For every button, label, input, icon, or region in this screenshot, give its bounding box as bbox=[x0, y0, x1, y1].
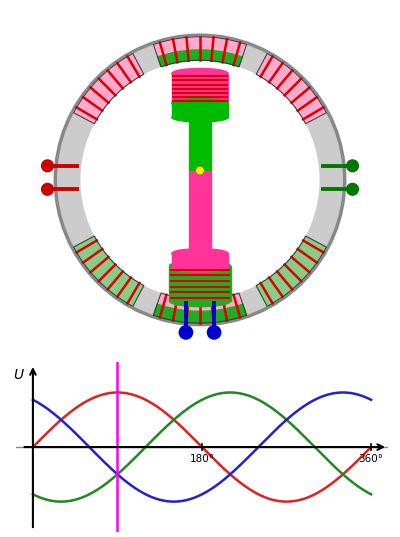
Circle shape bbox=[42, 160, 53, 172]
Bar bbox=[189, 171, 211, 258]
Polygon shape bbox=[154, 37, 246, 56]
Polygon shape bbox=[157, 48, 243, 67]
Circle shape bbox=[196, 166, 204, 175]
Circle shape bbox=[347, 184, 358, 195]
Polygon shape bbox=[262, 242, 326, 306]
Polygon shape bbox=[262, 54, 326, 118]
Ellipse shape bbox=[172, 249, 228, 258]
Polygon shape bbox=[74, 54, 138, 118]
Polygon shape bbox=[154, 304, 246, 323]
Bar bbox=[172, 74, 228, 103]
Text: 180°: 180° bbox=[190, 454, 214, 464]
Polygon shape bbox=[256, 64, 316, 124]
Ellipse shape bbox=[172, 68, 228, 78]
Circle shape bbox=[42, 184, 53, 195]
Polygon shape bbox=[157, 293, 243, 311]
Bar bbox=[170, 266, 230, 301]
Text: 360°: 360° bbox=[358, 454, 384, 464]
Ellipse shape bbox=[170, 296, 230, 307]
Ellipse shape bbox=[170, 260, 230, 271]
Ellipse shape bbox=[172, 113, 228, 122]
Circle shape bbox=[208, 326, 221, 339]
Bar bbox=[172, 103, 228, 117]
Ellipse shape bbox=[172, 99, 228, 108]
Circle shape bbox=[179, 326, 192, 339]
Bar bbox=[189, 116, 211, 171]
Circle shape bbox=[81, 61, 319, 299]
Polygon shape bbox=[256, 236, 316, 296]
Polygon shape bbox=[74, 242, 138, 306]
Polygon shape bbox=[84, 236, 144, 296]
Circle shape bbox=[347, 160, 358, 172]
Polygon shape bbox=[84, 64, 144, 124]
Ellipse shape bbox=[172, 263, 228, 272]
Text: U: U bbox=[13, 368, 24, 382]
Ellipse shape bbox=[172, 98, 228, 108]
Bar bbox=[172, 253, 228, 267]
Circle shape bbox=[55, 35, 345, 324]
